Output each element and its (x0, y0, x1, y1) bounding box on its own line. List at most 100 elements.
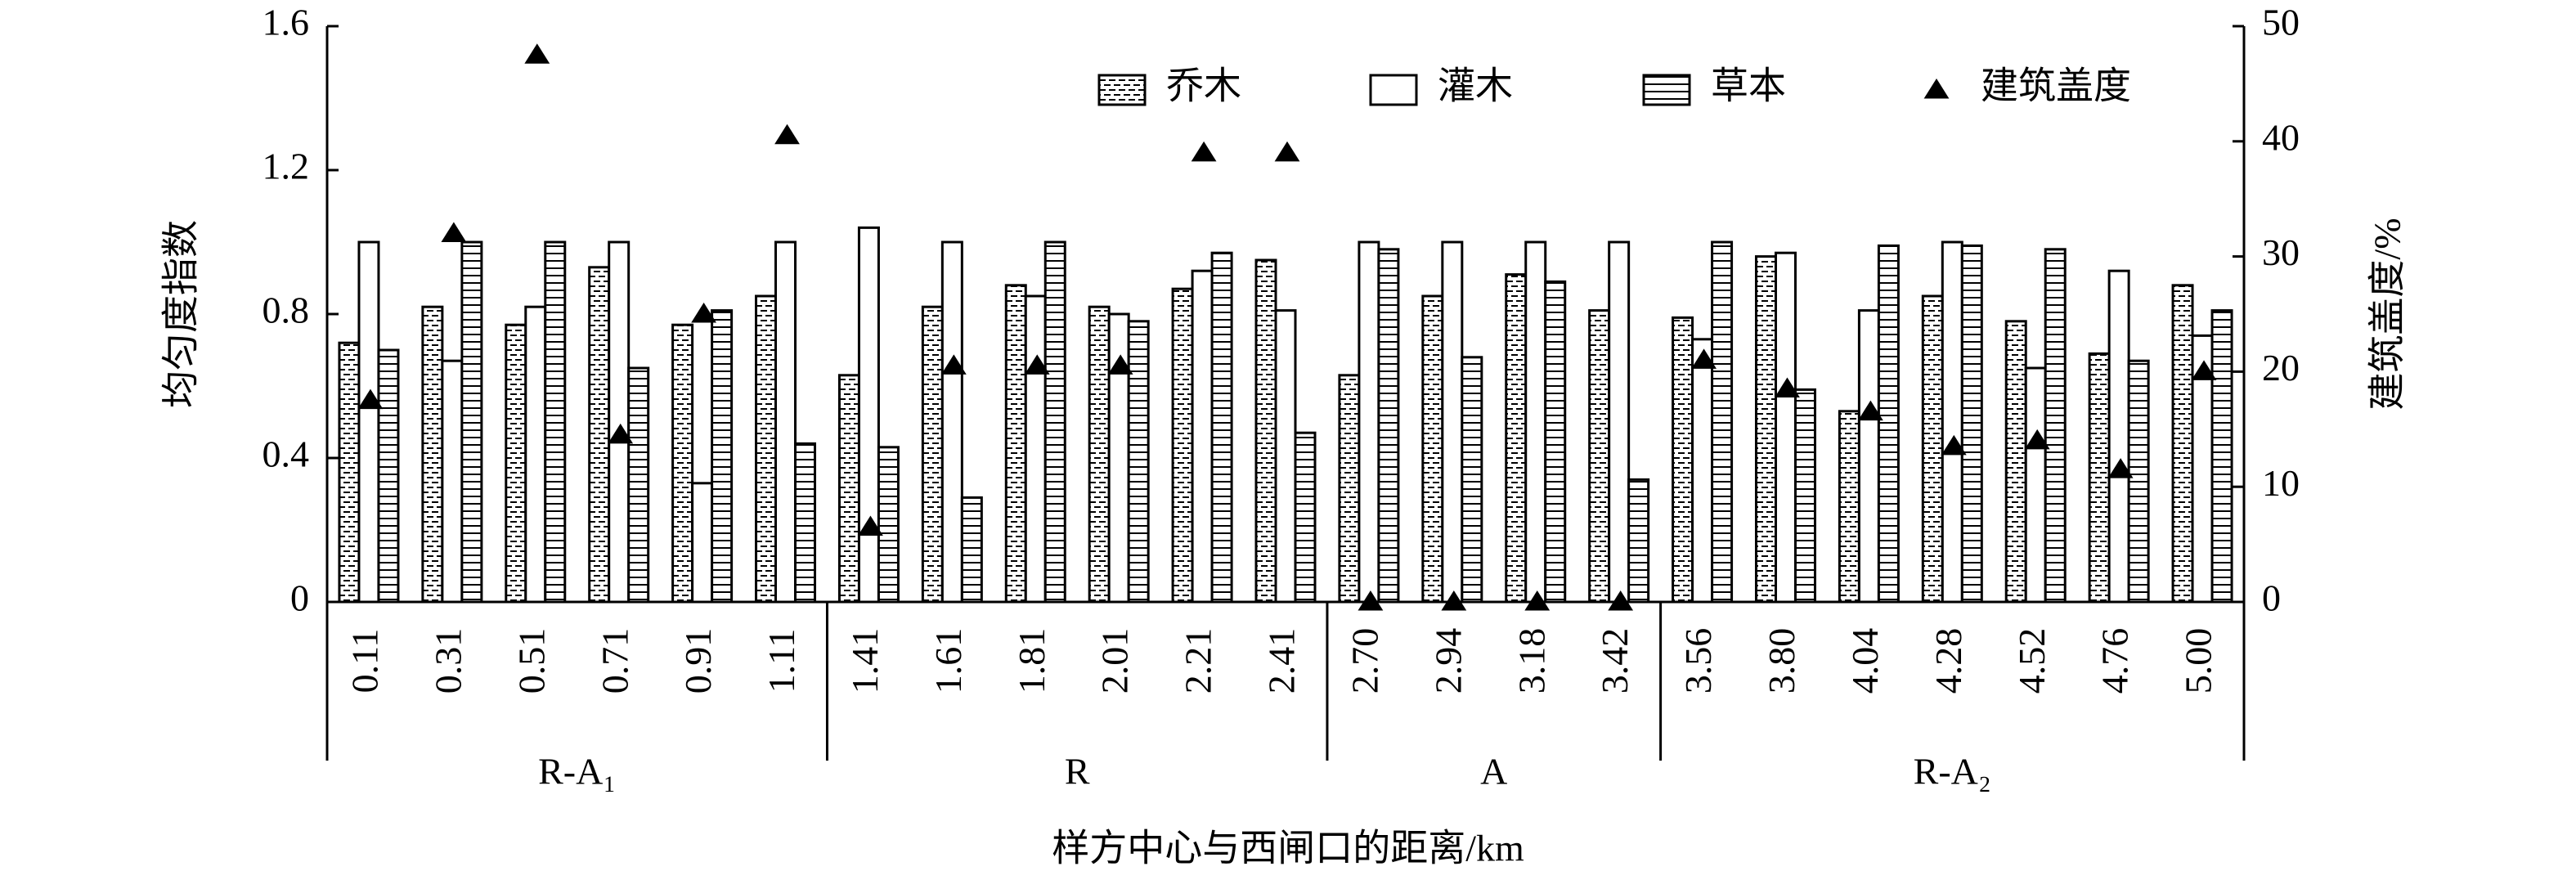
legend-label: 建筑盖度 (1981, 65, 2131, 107)
bar (544, 240, 567, 604)
bar (774, 240, 797, 604)
y2-tick-label: 20 (2262, 347, 2300, 388)
marker (2024, 429, 2050, 450)
bar (1127, 320, 1150, 604)
legend-label: 灌木 (1438, 65, 1513, 107)
x-tick-label: 1.41 (844, 628, 886, 694)
bar (1377, 248, 1400, 604)
marker (357, 388, 384, 410)
marker (940, 354, 967, 375)
marker (1775, 377, 1800, 398)
bar (608, 240, 631, 604)
bar (1441, 240, 1464, 604)
bar (441, 359, 464, 604)
x-tick-label: 4.28 (1928, 628, 1969, 694)
marker (1691, 348, 1717, 369)
bar (421, 305, 444, 604)
bar (460, 240, 483, 604)
y2-axis-title: 建筑盖度/% (2367, 218, 2408, 410)
x-tick-label: 0.51 (510, 628, 552, 694)
bar (357, 240, 380, 604)
bar (1461, 356, 1483, 604)
bar (1921, 294, 1944, 604)
x-tick-label: 1.81 (1011, 628, 1052, 694)
y-tick-label: 0 (290, 577, 309, 619)
bar (2088, 352, 2111, 604)
y-tick-label: 0.8 (263, 290, 310, 331)
marker (691, 303, 717, 323)
bar (2024, 366, 2047, 604)
bar (338, 341, 361, 604)
x-tick-label: 0.11 (344, 629, 386, 694)
bar (1421, 294, 1444, 604)
bar (857, 226, 880, 604)
bar (1672, 316, 1694, 604)
x-tick-label: 2.70 (1344, 628, 1385, 694)
y-tick-label: 1.2 (263, 146, 310, 187)
bar (1588, 309, 1611, 604)
bar (1774, 251, 1797, 604)
bar (940, 240, 963, 604)
x-tick-label: 1.11 (761, 629, 802, 694)
bar (1627, 478, 1650, 604)
x-tick-label: 3.56 (1677, 628, 1719, 694)
bar (2127, 359, 2150, 604)
marker (1608, 590, 1634, 611)
marker (2191, 360, 2217, 380)
x-tick-label: 3.18 (1510, 628, 1552, 694)
bar (1210, 251, 1233, 604)
bar (671, 323, 694, 604)
y2-tick-label: 50 (2262, 2, 2300, 43)
marker (441, 222, 467, 242)
x-tick-label: 2.01 (1094, 628, 1136, 694)
x-tick-label: 5.00 (2178, 628, 2219, 694)
bar (1358, 240, 1380, 604)
bar (505, 323, 527, 604)
y-tick-label: 1.6 (263, 2, 310, 43)
bar (588, 266, 611, 604)
marker (1857, 400, 1883, 421)
bar (2210, 309, 2233, 604)
bar (1043, 240, 1066, 604)
y2-tick-label: 0 (2262, 577, 2281, 619)
bar (1754, 255, 1777, 604)
bar (627, 366, 650, 604)
legend-swatch (1369, 74, 1418, 106)
bar (1691, 338, 1714, 604)
bar (1274, 309, 1297, 604)
group-label: A (1480, 751, 1507, 792)
y-axis-title: 均匀度指数 (160, 220, 202, 408)
marker (1024, 354, 1050, 375)
marker (1524, 590, 1551, 611)
bar (1544, 280, 1567, 604)
x-tick-label: 3.80 (1761, 628, 1802, 694)
x-tick-label: 1.61 (927, 628, 969, 694)
bar (1793, 388, 1816, 604)
y2-tick-label: 30 (2262, 231, 2300, 273)
y-tick-label: 0.4 (263, 433, 310, 475)
x-tick-label: 2.21 (1178, 628, 1219, 694)
bar (524, 305, 547, 604)
bar (2004, 320, 2027, 604)
bar (2044, 248, 2067, 604)
bar (755, 294, 778, 604)
bar (1024, 294, 1047, 604)
x-tick-label: 3.42 (1594, 628, 1636, 694)
bar (1838, 410, 1860, 604)
marker (1941, 434, 1967, 456)
bar (877, 446, 900, 604)
marker (1441, 590, 1467, 611)
bar (960, 496, 983, 604)
x-tick-label: 2.94 (1427, 628, 1469, 694)
bar (1711, 240, 1734, 604)
bar (921, 305, 944, 604)
bar (1877, 244, 1900, 604)
bar (1191, 269, 1214, 604)
bar (711, 309, 734, 604)
bar (1960, 244, 1983, 604)
marker (774, 123, 800, 145)
bar (1941, 240, 1963, 604)
x-axis-title: 样方中心与西闸口的距离/km (1052, 828, 1524, 869)
marker (1107, 354, 1133, 375)
